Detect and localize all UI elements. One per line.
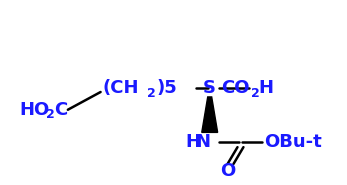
- Polygon shape: [202, 97, 218, 132]
- Text: O: O: [220, 162, 235, 180]
- Text: H: H: [185, 133, 200, 151]
- Text: HO: HO: [19, 101, 50, 119]
- Text: (CH: (CH: [103, 79, 139, 97]
- Text: 2: 2: [147, 88, 156, 100]
- Text: OBu-t: OBu-t: [264, 133, 322, 151]
- Text: 2: 2: [46, 108, 55, 121]
- Text: 2: 2: [251, 88, 260, 100]
- Text: C: C: [54, 101, 67, 119]
- Text: N: N: [196, 133, 211, 151]
- Text: )5: )5: [156, 79, 177, 97]
- Text: S: S: [203, 79, 216, 97]
- Text: CO: CO: [222, 79, 250, 97]
- Text: H: H: [258, 79, 273, 97]
